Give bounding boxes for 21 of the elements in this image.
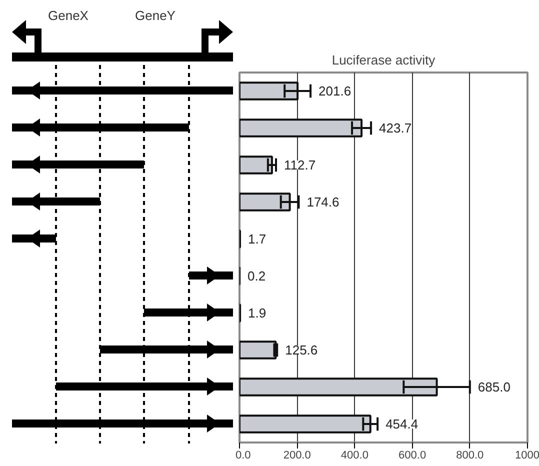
bar [240, 340, 277, 360]
bar [240, 156, 273, 174]
data-label: 0.2 [248, 268, 266, 284]
data-label: 125.6 [285, 342, 318, 358]
x-tick-label: 200.0 [283, 450, 311, 462]
data-label: 423.7 [379, 120, 412, 136]
data-label: 1.7 [248, 232, 266, 246]
data-label: 685.0 [478, 380, 510, 394]
x-tick-label: 400.0 [340, 450, 368, 462]
data-label: 454.4 [386, 416, 418, 432]
x-tick-label: 0.0 [236, 450, 251, 462]
text: GeneY [135, 8, 176, 23]
text: GeneX [48, 8, 89, 23]
data-label: 112.7 [284, 158, 316, 172]
data-label: 174.6 [306, 194, 340, 210]
data-label: 1.9 [248, 306, 266, 320]
chart-title: Luciferase activity [332, 52, 436, 68]
x-tick-label: 1000 [515, 450, 539, 462]
x-tick-label: 600.0 [398, 450, 426, 462]
x-tick-label: 800.0 [456, 450, 484, 462]
data-label: 201.6 [318, 84, 352, 98]
